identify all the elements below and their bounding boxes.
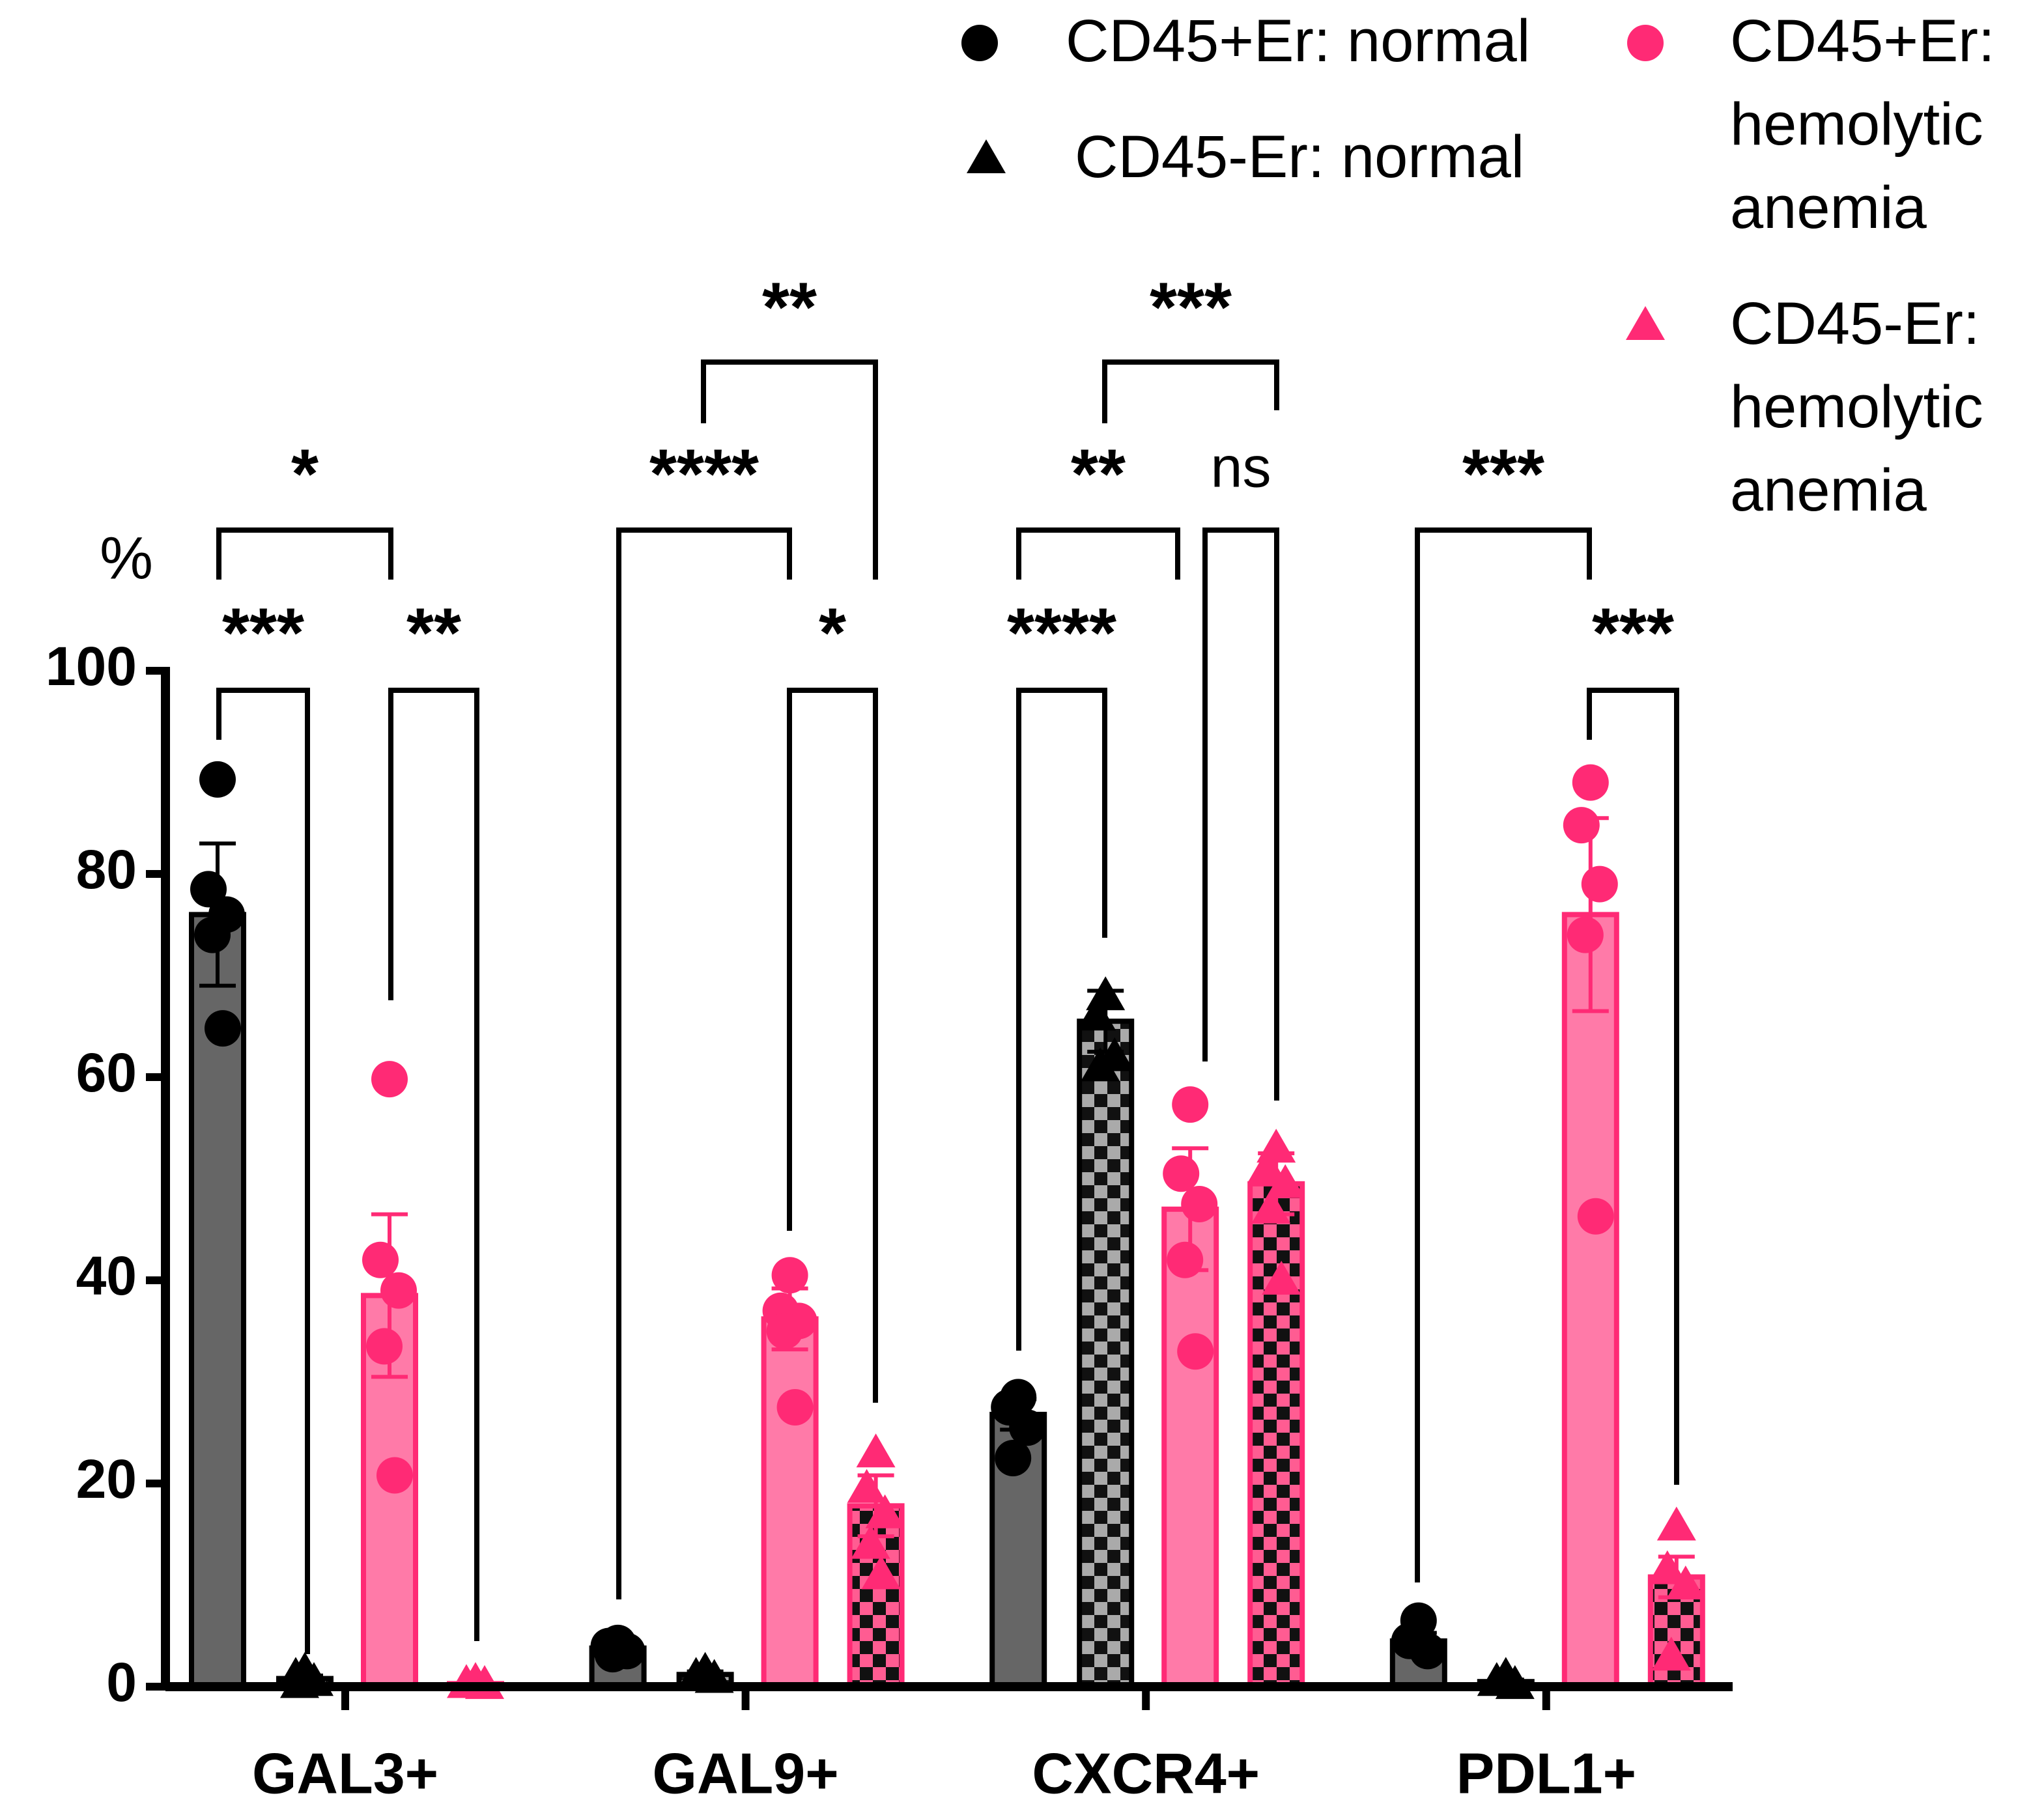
data-point: [771, 1257, 808, 1294]
significance-bracket: [216, 527, 393, 580]
legend-entry: CD45+Er: normal: [1066, 7, 1531, 74]
significance-bracket: [388, 688, 479, 1641]
significance-label: *: [291, 434, 319, 513]
significance-bracket: [1202, 527, 1279, 1101]
significance-label: *: [819, 593, 846, 672]
y-tick-label: 100: [46, 636, 137, 697]
data-point: [380, 1272, 417, 1309]
data-point: [205, 1010, 241, 1047]
data-point: [1081, 1047, 1120, 1082]
significance-label: ****: [1007, 593, 1116, 672]
data-point: [1651, 1637, 1691, 1671]
bar: [1077, 1019, 1135, 1689]
significance-bracket: [787, 688, 878, 1403]
x-tick-label: GAL9+: [653, 1741, 839, 1805]
data-point: [190, 871, 227, 908]
data-point: [1581, 865, 1618, 903]
data-point: [1656, 1506, 1696, 1541]
data-point: [1163, 1155, 1200, 1192]
data-point: [1251, 1189, 1291, 1224]
data-point: [1262, 1261, 1301, 1295]
bar: [1161, 1206, 1219, 1690]
bar: [761, 1316, 819, 1689]
data-point: [1567, 916, 1604, 953]
legend-marker: [961, 25, 998, 61]
legend-label: CD45-Er: hemolytic anemia: [1730, 289, 1983, 524]
data-point: [865, 1494, 905, 1528]
data-point: [776, 1389, 814, 1426]
significance-label: ****: [649, 434, 759, 513]
y-tick-label: 80: [76, 839, 137, 900]
data-point: [1009, 1409, 1046, 1446]
data-point: [1409, 1633, 1446, 1670]
legend-entry: CD45+Er: hemolytic anemia: [1730, 7, 1995, 241]
legend-label: CD45+Er: hemolytic anemia: [1730, 7, 1995, 241]
data-point: [194, 916, 231, 953]
data-point: [362, 1241, 399, 1278]
bar: [1247, 1181, 1305, 1690]
data-point: [851, 1525, 890, 1559]
significance-label: ***: [1462, 434, 1544, 513]
data-point: [366, 1328, 403, 1365]
significance-bracket: [1587, 688, 1679, 1485]
data-point: [1577, 1198, 1614, 1235]
legend-label: CD45-Er: normal: [1075, 122, 1525, 190]
significance-bracket: [701, 359, 878, 580]
significance-label: ns: [1211, 434, 1271, 499]
significance-label: ***: [1592, 593, 1674, 672]
significance-label: **: [406, 593, 461, 672]
x-tick-label: GAL3+: [252, 1741, 438, 1805]
data-point: [1247, 1149, 1287, 1183]
y-tick-label: 40: [76, 1245, 137, 1306]
y-tick-label: 0: [106, 1651, 137, 1713]
legend-label: CD45+Er: normal: [1066, 7, 1531, 74]
bar: [1561, 912, 1619, 1689]
significance-bracket: [216, 688, 310, 1654]
data-point: [1167, 1241, 1204, 1278]
significance-label: **: [762, 268, 817, 346]
data-point: [376, 1457, 413, 1494]
significance-bracket: [616, 527, 792, 1599]
data-point: [766, 1313, 803, 1349]
x-tick-label: PDL1+: [1456, 1741, 1636, 1805]
significance-bracket: [1415, 527, 1592, 1582]
legend-marker: [1626, 306, 1665, 340]
data-point: [1647, 1550, 1687, 1584]
data-point: [371, 1061, 408, 1098]
data-point: [847, 1469, 887, 1503]
data-point: [1266, 1164, 1305, 1198]
legend-entry: CD45-Er: normal: [1075, 122, 1525, 190]
legend-entry: CD45-Er: hemolytic anemia: [1730, 289, 1983, 524]
significance-label: ***: [222, 593, 304, 672]
data-point: [1177, 1333, 1214, 1370]
data-point: [1181, 1186, 1218, 1222]
data-point: [1172, 1086, 1209, 1123]
data-point: [594, 1636, 631, 1673]
data-point: [1666, 1566, 1705, 1599]
y-axis-label: %: [100, 525, 153, 591]
x-tick-label: CXCR4+: [1032, 1741, 1260, 1805]
data-point: [1572, 764, 1609, 801]
legend-marker: [1627, 25, 1664, 61]
y-tick-label: 60: [76, 1042, 137, 1103]
significance-bracket: [1016, 527, 1180, 580]
data-point: [856, 1433, 896, 1468]
data-point: [1077, 996, 1116, 1031]
significance-bracket: [1016, 688, 1107, 1351]
y-tick-label: 20: [76, 1448, 137, 1510]
legend-marker: [967, 139, 1006, 173]
data-point: [199, 761, 236, 798]
data-point: [995, 1440, 1032, 1476]
significance-label: **: [1071, 434, 1126, 513]
significance-label: ***: [1150, 268, 1232, 346]
data-point: [1563, 807, 1600, 844]
significance-bracket: [1102, 359, 1279, 423]
data-point: [861, 1555, 901, 1590]
